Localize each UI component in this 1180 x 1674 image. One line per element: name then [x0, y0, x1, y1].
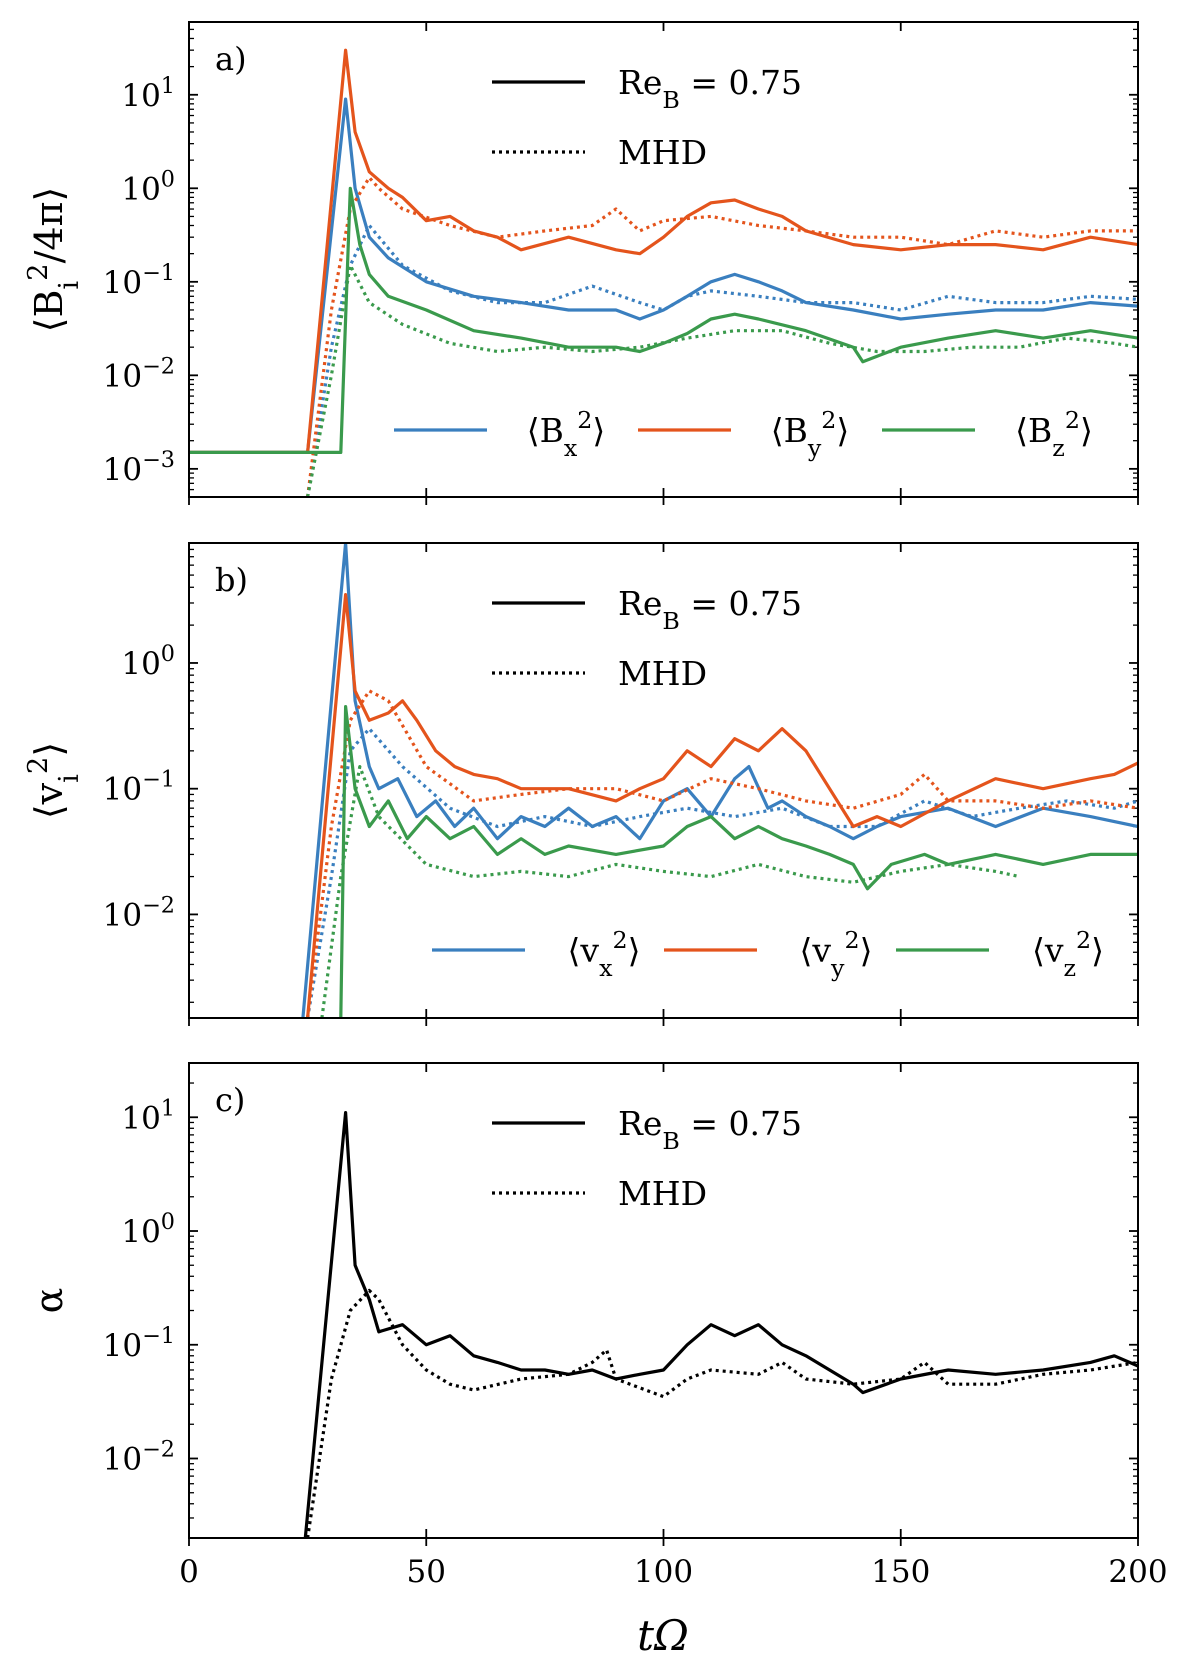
y-tick-label: 101 [121, 73, 175, 114]
legend-series-label: ⟨vy2⟩ [800, 926, 873, 982]
series-line [189, 186, 1138, 454]
series-line [306, 263, 1138, 497]
series-line [306, 592, 1138, 1018]
legend-series-label: ⟨vx2⟩ [568, 926, 641, 982]
x-tick-label: 100 [634, 1554, 693, 1590]
y-tick-label: 10−2 [103, 1436, 175, 1477]
y-tick-label: 100 [121, 1209, 175, 1250]
legend-label: MHD [618, 133, 707, 172]
series-line [306, 1288, 1138, 1538]
y-axis-label: ⟨Bi2/4π⟩ [23, 187, 85, 333]
legend-label: ReB = 0.75 [618, 1104, 802, 1155]
series-line [306, 176, 1138, 497]
plot-frame [188, 1062, 1139, 1539]
x-tick-label: 150 [871, 1554, 930, 1590]
x-tick-label: 50 [407, 1554, 446, 1590]
panel-3: 10−2 10−1 100 101 0 50 100 150 200 c) ReB = 0.75 MH… [27, 1062, 1168, 1590]
plot-frame [188, 542, 1139, 1019]
series-line [306, 727, 1138, 1018]
legend-series-label: ⟨Bz2⟩ [1015, 406, 1093, 462]
series-group [301, 543, 1138, 1018]
series-group [189, 48, 1138, 497]
legend-label: ReB = 0.75 [618, 63, 802, 114]
legend-series-label: ⟨By2⟩ [771, 406, 850, 462]
legend-series-label: ⟨Bx2⟩ [527, 406, 606, 462]
legend-label: MHD [618, 654, 707, 693]
x-axis-label: tΩ [637, 1611, 689, 1660]
panel-label: b) [215, 561, 248, 599]
y-tick-label: 101 [121, 1095, 175, 1136]
series-line [306, 689, 1138, 1018]
series-line [303, 1110, 1138, 1538]
x-tick-label: 0 [179, 1554, 199, 1590]
y-tick-label: 100 [121, 641, 175, 682]
y-axis-label: α [27, 1288, 71, 1314]
x-tick-label: 200 [1108, 1554, 1167, 1590]
y-tick-label: 10−2 [103, 892, 175, 933]
panel-label: a) [215, 40, 247, 78]
y-tick-label: 10−1 [103, 767, 175, 808]
panel-1: 10−3 10−2 10−1 100 101 a) ReB = 0.75 MHD ⟨Bx2⟩ ⟨B… [23, 21, 1139, 505]
plot-frame [188, 21, 1139, 498]
y-tick-label: 100 [121, 166, 175, 207]
y-tick-label: 10−3 [103, 447, 175, 488]
legend-series-label: ⟨vz2⟩ [1032, 926, 1104, 982]
y-tick-label: 10−2 [103, 353, 175, 394]
legend-label: ReB = 0.75 [618, 584, 802, 635]
y-tick-label: 10−1 [103, 1323, 175, 1364]
legend-label: MHD [618, 1174, 707, 1213]
series-line [189, 48, 1138, 454]
series-line [320, 764, 1020, 1018]
series-group [303, 1110, 1138, 1538]
panel-2: 10−2 10−1 100 b) ReB = 0.75 MHD ⟨vx2⟩ ⟨vy2⟩ ⟨vz2… [23, 542, 1139, 1026]
series-line [306, 223, 1138, 497]
y-axis-label: ⟨vi2⟩ [23, 742, 85, 819]
y-tick-label: 10−1 [103, 260, 175, 301]
panel-label: c) [215, 1081, 245, 1119]
series-line [189, 97, 1138, 454]
series-line [339, 704, 1138, 1018]
